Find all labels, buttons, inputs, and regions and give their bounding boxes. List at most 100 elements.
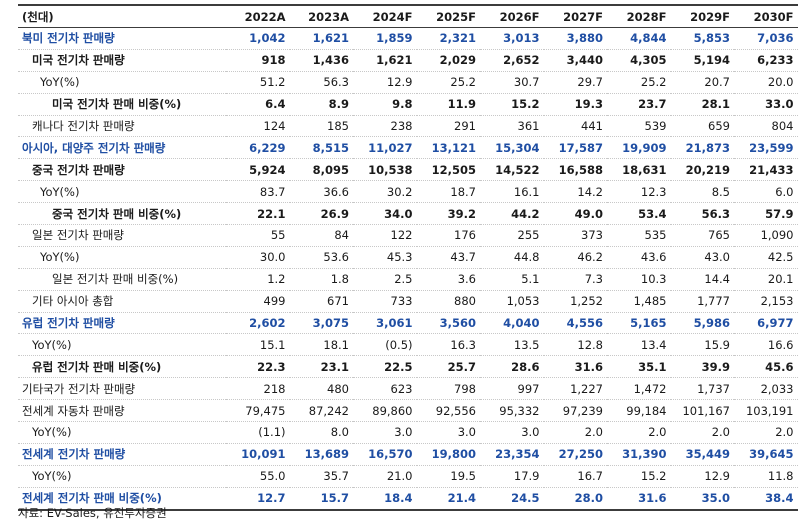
cell-value: 1,777 — [670, 290, 734, 313]
cell-value: 28.0 — [543, 487, 607, 511]
cell-value: 36.6 — [289, 180, 353, 204]
cell-value: 57.9 — [734, 202, 798, 226]
cell-value: 15.9 — [670, 333, 734, 357]
cell-value: 13.5 — [480, 333, 544, 357]
cell-value: 12.9 — [670, 465, 734, 488]
table-row: YoY(%) (1.1) 8.0 3.0 3.0 3.0 2.0 2.0 2.0 2.0 — [18, 421, 798, 444]
cell-value: 6,977 — [734, 312, 798, 335]
cell-value: 1,090 — [734, 224, 798, 247]
cell-value: 31,390 — [607, 443, 671, 466]
cell-value: 22.5 — [353, 355, 417, 379]
year-header: 2030F — [734, 4, 798, 28]
cell-value: 35.0 — [670, 487, 734, 511]
year-header: 2027F — [543, 4, 607, 28]
table-row: 유럽 전기차 판매량 2,602 3,075 3,061 3,560 4,040 4,556… — [18, 312, 798, 335]
cell-value: 480 — [289, 377, 353, 401]
cell-value: 918 — [226, 49, 290, 72]
table-row: 유럽 전기차 판매 비중(%) 22.3 23.1 22.5 25.7 28.6 31.6 3… — [18, 355, 798, 379]
year-header: 2025F — [416, 4, 480, 28]
cell-value: 17,587 — [543, 136, 607, 160]
row-label: 중국 전기차 판매량 — [18, 158, 226, 182]
cell-value: 20.0 — [734, 71, 798, 94]
cell-value: 23,599 — [734, 136, 798, 160]
cell-value: 1,053 — [480, 290, 544, 313]
cell-value: 122 — [353, 224, 417, 247]
cell-value: 18,631 — [607, 158, 671, 182]
cell-value: 19.5 — [416, 465, 480, 488]
cell-value: 804 — [734, 115, 798, 138]
cell-value: 6,229 — [226, 136, 290, 160]
cell-value: 3.0 — [480, 421, 544, 444]
cell-value: 24.5 — [480, 487, 544, 511]
cell-value: 997 — [480, 377, 544, 401]
row-label: 미국 전기차 판매 비중(%) — [18, 93, 226, 116]
table-row: 중국 전기차 판매 비중(%) 22.1 26.9 34.0 39.2 44.2 49.0 5… — [18, 202, 798, 226]
cell-value: 10,538 — [353, 158, 417, 182]
cell-value: 21,873 — [670, 136, 734, 160]
cell-value: 18.4 — [353, 487, 417, 511]
cell-value: 5,924 — [226, 158, 290, 182]
cell-value: 14.2 — [543, 180, 607, 204]
cell-value: 255 — [480, 224, 544, 247]
table-row: 일본 전기차 판매량 55 84 122 176 255 373 535 765 1,090 — [18, 224, 798, 247]
row-label: 일본 전기차 판매 비중(%) — [18, 268, 226, 291]
table-row: 미국 전기차 판매 비중(%) 6.4 8.9 9.8 11.9 15.2 19.3 23.7… — [18, 93, 798, 116]
cell-value: 21.4 — [416, 487, 480, 511]
cell-value: 25.7 — [416, 355, 480, 379]
cell-value: 17.9 — [480, 465, 544, 488]
cell-value: 2.0 — [734, 421, 798, 444]
cell-value: 12.3 — [607, 180, 671, 204]
cell-value: 19.3 — [543, 93, 607, 116]
cell-value: 623 — [353, 377, 417, 401]
cell-value: 23.7 — [607, 93, 671, 116]
cell-value: 87,242 — [289, 399, 353, 423]
cell-value: 9.8 — [353, 93, 417, 116]
row-label: 유럽 전기차 판매량 — [18, 312, 226, 335]
cell-value: 21.0 — [353, 465, 417, 488]
cell-value: 34.0 — [353, 202, 417, 226]
cell-value: 19,800 — [416, 443, 480, 466]
table-row: YoY(%) 30.0 53.6 45.3 43.7 44.8 46.2 43.6 43.0 42… — [18, 246, 798, 269]
cell-value: 23,354 — [480, 443, 544, 466]
cell-value: 1,472 — [607, 377, 671, 401]
cell-value: 6.0 — [734, 180, 798, 204]
cell-value: 15.2 — [607, 465, 671, 488]
cell-value: 5,986 — [670, 312, 734, 335]
row-label: 전세계 전기차 판매량 — [18, 443, 226, 466]
cell-value: 539 — [607, 115, 671, 138]
cell-value: 16.6 — [734, 333, 798, 357]
cell-value: 2.0 — [543, 421, 607, 444]
row-label: 유럽 전기차 판매 비중(%) — [18, 355, 226, 379]
cell-value: 3,013 — [480, 27, 544, 50]
row-label: 기타 아시아 총합 — [18, 290, 226, 313]
cell-value: 13,689 — [289, 443, 353, 466]
cell-value: 1,227 — [543, 377, 607, 401]
cell-value: 10.3 — [607, 268, 671, 291]
cell-value: 238 — [353, 115, 417, 138]
cell-value: 25.2 — [416, 71, 480, 94]
table-row: 캐나다 전기차 판매량 124 185 238 291 361 441 539 659 804 — [18, 115, 798, 138]
year-header: 2029F — [670, 4, 734, 28]
cell-value: 8,095 — [289, 158, 353, 182]
cell-value: 4,305 — [607, 49, 671, 72]
cell-value: 92,556 — [416, 399, 480, 423]
cell-value: 11,027 — [353, 136, 417, 160]
cell-value: 2.5 — [353, 268, 417, 291]
year-header: 2026F — [480, 4, 544, 28]
table-row: 북미 전기차 판매량 1,042 1,621 1,859 2,321 3,013 3,880… — [18, 27, 798, 50]
cell-value: 3,880 — [543, 27, 607, 50]
cell-value: 1,621 — [289, 27, 353, 50]
row-label: 아시아, 대양주 전기차 판매량 — [18, 136, 226, 160]
cell-value: 79,475 — [226, 399, 290, 423]
table-row: YoY(%) 83.7 36.6 30.2 18.7 16.1 14.2 12.3 8.5 6.0 — [18, 180, 798, 204]
cell-value: 218 — [226, 377, 290, 401]
cell-value: 1,859 — [353, 27, 417, 50]
cell-value: 39.2 — [416, 202, 480, 226]
cell-value: 28.6 — [480, 355, 544, 379]
cell-value: 95,332 — [480, 399, 544, 423]
cell-value: 12.7 — [226, 487, 290, 511]
cell-value: 15.2 — [480, 93, 544, 116]
row-label: 전세계 자동차 판매량 — [18, 399, 226, 423]
cell-value: 16,570 — [353, 443, 417, 466]
cell-value: 361 — [480, 115, 544, 138]
